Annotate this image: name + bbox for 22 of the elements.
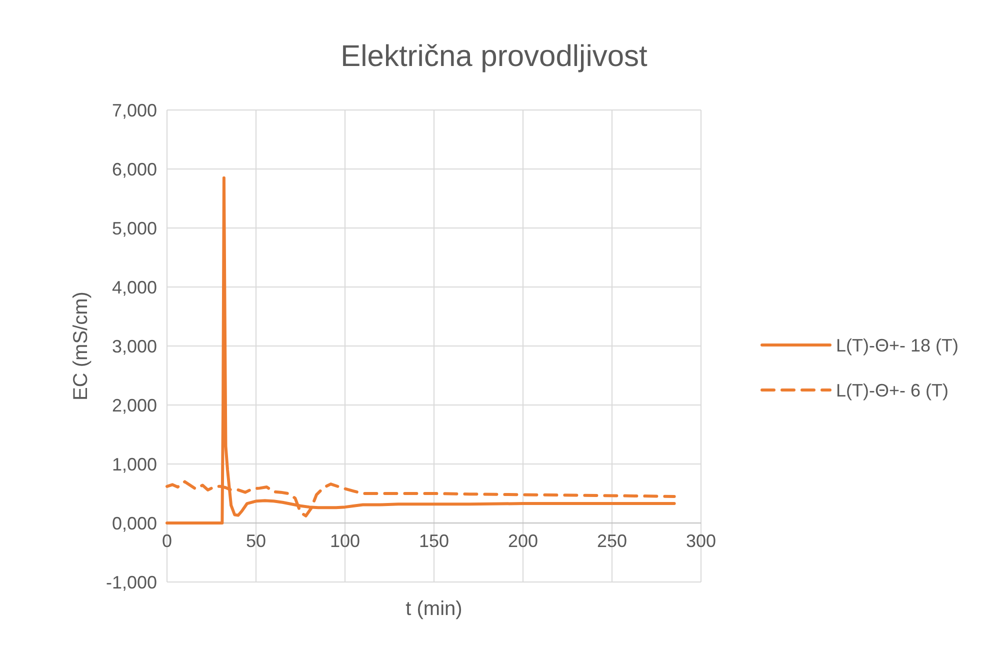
- y-tick-label: -1,000: [106, 572, 157, 592]
- x-tick-label: 150: [418, 531, 450, 551]
- y-tick-label: 3,000: [112, 336, 157, 356]
- x-tick-label: 200: [508, 531, 538, 551]
- chart-title: Električna provodljivost: [340, 40, 648, 73]
- x-axis-title: t (min): [406, 598, 462, 620]
- line-series: [166, 176, 676, 524]
- y-tick-label: 2,000: [112, 395, 157, 416]
- y-tick-label: 5,000: [112, 218, 157, 238]
- x-tick-label: 250: [596, 531, 628, 551]
- x-tick-label: 50: [246, 531, 266, 551]
- y-tick-label: 4,000: [112, 277, 157, 298]
- x-tick-label: 300: [686, 531, 716, 551]
- y-tick-label: 0,000: [112, 513, 157, 534]
- y-tick-label: 1,000: [112, 454, 157, 474]
- y-tick-label: 6,000: [112, 159, 157, 180]
- legend-label: L(T)-Θ+- 6 (T): [836, 380, 948, 400]
- x-tick-label: 100: [330, 531, 360, 551]
- y-tick-label: 7,000: [112, 100, 157, 120]
- y-axis-title: EC (mS/cm): [70, 292, 92, 400]
- x-tick-label: 0: [162, 531, 172, 551]
- legend-label: L(T)-Θ+- 18 (T): [836, 335, 959, 356]
